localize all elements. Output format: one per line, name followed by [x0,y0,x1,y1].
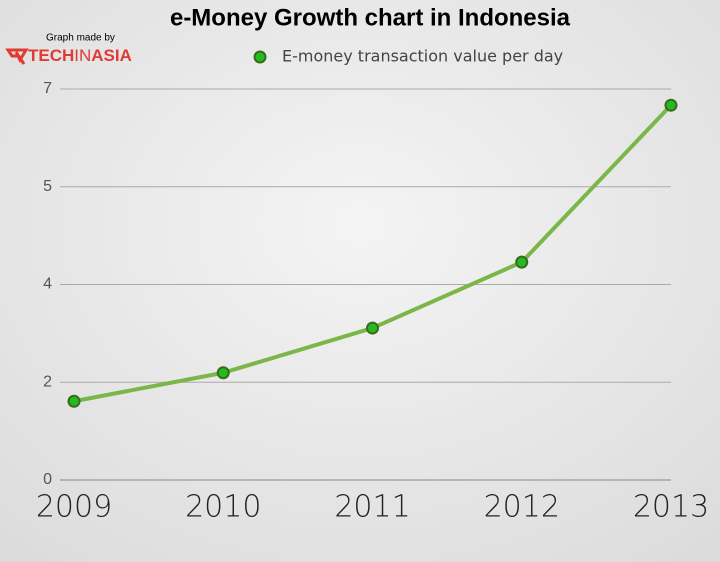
data-point [664,98,678,112]
chart-title: e-Money Growth chart in Indonesia [170,4,571,31]
logo: TECHINASIA [5,46,132,65]
data-point [515,255,529,269]
data-point [366,321,379,335]
logo-brand-part: ASIA [91,46,132,65]
logo-brand-part: IN [74,46,91,65]
logo-brand-part: TECH [28,46,74,65]
x-tick-label: 2012 [484,490,560,525]
data-point [67,394,81,408]
logo-brand: TECHINASIA [28,46,132,65]
legend-label: E-money transaction value per day [282,47,563,66]
data-point [216,366,230,380]
x-tick-label: 2011 [334,490,410,525]
y-tick-label: 7 [43,80,52,97]
x-tick-label: 2013 [633,490,709,525]
y-tick-label: 5 [43,178,52,195]
logo-icon [5,48,29,65]
x-tick-label: 2010 [185,490,261,525]
legend-marker [253,50,267,64]
y-tick-label: 2 [43,373,52,390]
logo-caption: Graph made by [46,33,115,44]
y-tick-label: 4 [43,276,52,293]
y-tick-label: 0 [43,471,52,488]
x-tick-label: 2009 [36,490,112,525]
